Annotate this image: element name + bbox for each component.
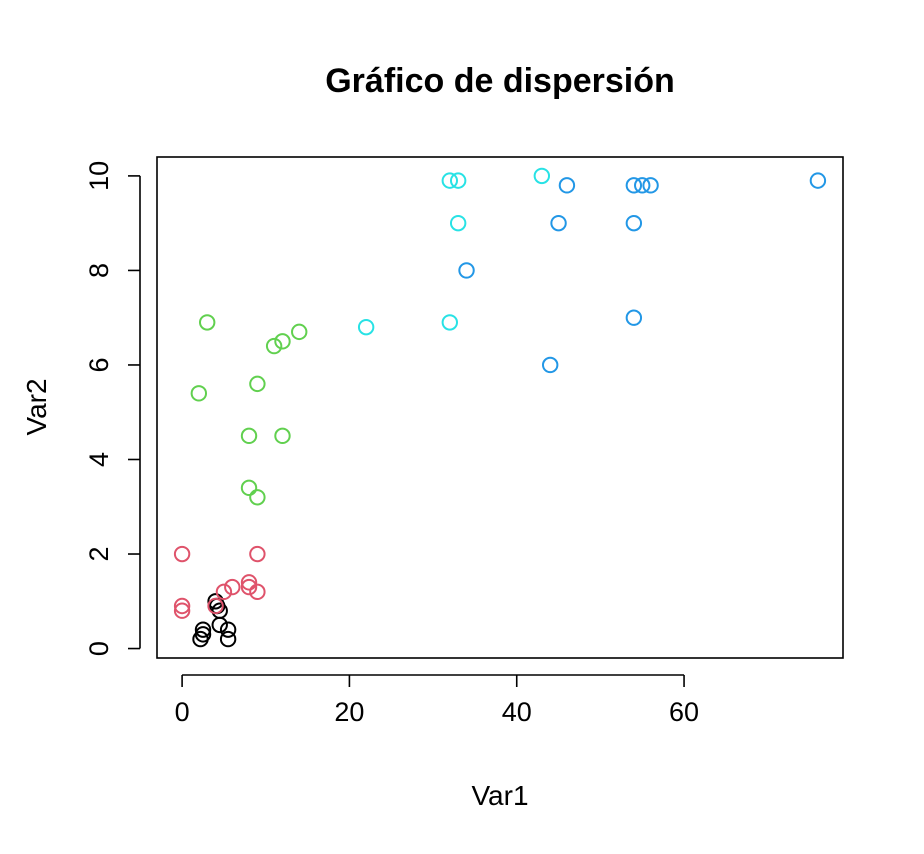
data-point [809,172,827,189]
data-point [634,177,651,194]
data-point [249,583,266,601]
data-point [274,333,291,350]
x-axis-label: Var1 [471,780,528,811]
x-tick-label: 40 [502,697,532,727]
data-point [240,427,258,445]
data-point [625,177,643,194]
data-point [194,626,212,643]
data-point [194,621,212,638]
data-point [173,545,191,563]
data-point [224,578,241,596]
data-point [274,427,291,445]
data-point [249,545,266,563]
data-point [190,385,208,402]
chart-title: Gráfico de dispersión [325,62,675,100]
data-point [533,167,551,185]
data-point [550,214,567,232]
y-tick-label: 2 [84,547,114,562]
data-point [249,375,266,393]
data-point [219,621,237,638]
data-point [441,172,459,189]
y-tick-label: 10 [84,161,114,191]
axes: 0 20 40 60 0 2 4 6 8 10 [84,161,699,727]
data-point [625,214,643,232]
data-point [357,318,375,336]
data-point [240,574,258,591]
data-point [240,479,258,497]
data-point [449,214,467,232]
y-tick-label: 0 [84,641,114,656]
data-point [173,602,191,619]
data-point [240,578,258,596]
plot-frame [156,156,844,659]
data-points [173,167,827,648]
x-tick-label: 0 [175,697,190,727]
data-point [642,177,659,194]
data-point [215,583,233,601]
data-point [625,309,643,326]
data-point [219,630,237,648]
data-point [291,323,308,341]
y-tick-label: 4 [84,452,114,467]
data-point [458,262,475,279]
y-tick-label: 8 [84,263,114,278]
data-point [173,597,191,615]
data-point [441,314,459,331]
data-point [449,172,467,189]
y-tick-label: 6 [84,357,114,372]
data-point [541,356,559,374]
x-tick-label: 20 [334,697,364,727]
data-point [198,314,216,331]
data-point [249,489,266,506]
x-tick-label: 60 [669,697,699,727]
y-axis-label: Var2 [21,378,52,435]
data-point [265,337,283,355]
data-point [558,177,576,194]
data-point [207,597,224,615]
data-point [211,616,228,634]
